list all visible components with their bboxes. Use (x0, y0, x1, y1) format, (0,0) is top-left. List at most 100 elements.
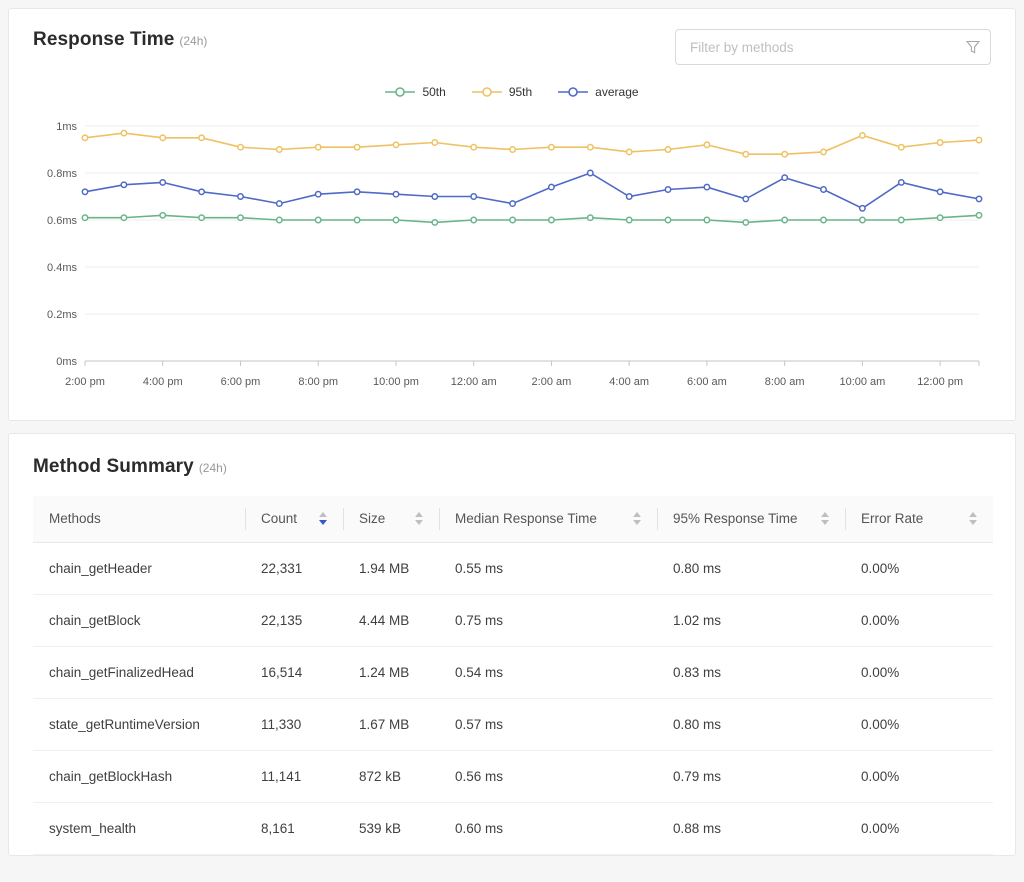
p95-cell: 1.02 ms (657, 594, 845, 647)
data-point-50th (81, 214, 89, 222)
error-rate-cell: 0.00% (845, 542, 993, 595)
column-label: 95% Response Time (673, 511, 798, 527)
data-point-95th (742, 150, 750, 158)
column-header-median-response-time[interactable]: Median Response Time (439, 496, 657, 543)
data-point-average (198, 188, 206, 196)
size-cell: 1.67 MB (343, 698, 439, 751)
method-summary-card: Method Summary (24h) Methods Count Size Medi… (8, 433, 1016, 856)
data-point-95th (625, 148, 633, 156)
error-rate-cell: 0.00% (845, 646, 993, 699)
median-cell: 0.55 ms (439, 542, 657, 595)
data-point-average (314, 190, 322, 198)
data-point-average (586, 169, 594, 177)
data-point-50th (858, 216, 866, 224)
method-filter-input[interactable] (688, 38, 966, 56)
size-cell: 1.94 MB (343, 542, 439, 595)
size-cell: 1.24 MB (343, 646, 439, 699)
error-rate-cell: 0.00% (845, 802, 993, 855)
data-point-50th (703, 216, 711, 224)
p95-cell: 0.83 ms (657, 646, 845, 699)
response-time-card: Response Time (24h) 50th 95th average 0ms 0.… (8, 8, 1016, 421)
legend-label: average (595, 85, 639, 99)
data-point-average (81, 188, 89, 196)
legend-label: 50th (422, 85, 446, 99)
sort-caret-up-icon (633, 512, 641, 518)
data-point-average (625, 193, 633, 200)
series-line-50th (85, 214, 980, 224)
y-axis-label: 1ms (56, 121, 77, 133)
data-point-95th (81, 134, 89, 142)
x-axis-label: 6:00 am (687, 376, 727, 388)
count-cell: 8,161 (245, 802, 343, 855)
response-time-chart[interactable]: 0ms 0.2ms 0.4ms 0.6ms 0.8ms 1ms 2:00 pm 4:00 pm… (33, 111, 993, 401)
legend-item-95th[interactable]: 95th (471, 85, 532, 99)
sort-caret-down-icon (319, 520, 327, 526)
sort-caret-down-icon (969, 520, 977, 526)
median-cell: 0.57 ms (439, 698, 657, 751)
count-cell: 16,514 (245, 646, 343, 699)
x-axis-label: 12:00 am (451, 376, 497, 388)
x-axis-label: 8:00 am (765, 376, 805, 388)
data-point-95th (547, 143, 555, 151)
data-point-average (936, 188, 944, 196)
column-header-size[interactable]: Size (343, 496, 439, 543)
table-row-chain_getBlock: chain_getBlock 22,135 4.44 MB 0.75 ms 1.02 m… (33, 594, 993, 647)
data-point-95th (392, 141, 400, 149)
x-axis-label: 12:00 pm (917, 376, 963, 388)
sort-caret-down-icon (415, 520, 423, 526)
data-point-50th (314, 216, 322, 224)
data-point-95th (781, 150, 789, 158)
data-point-average (897, 178, 905, 186)
data-point-50th (353, 216, 361, 224)
data-point-50th (198, 214, 206, 222)
data-point-average (781, 174, 789, 182)
x-axis-label: 4:00 am (609, 376, 649, 388)
sort-caret-up-icon (415, 512, 423, 518)
data-point-50th (159, 211, 167, 219)
x-axis-label: 2:00 pm (65, 376, 105, 388)
legend-item-50th[interactable]: 50th (385, 85, 446, 99)
response-time-chart-wrap: 0ms 0.2ms 0.4ms 0.6ms 0.8ms 1ms 2:00 pm 4:00 pm… (33, 111, 993, 406)
data-point-50th (625, 216, 633, 224)
data-point-95th (353, 143, 361, 151)
column-header-count[interactable]: Count (245, 496, 343, 543)
column-header-methods: Methods (33, 496, 245, 543)
column-header-error-rate[interactable]: Error Rate (845, 496, 993, 543)
size-cell: 539 kB (343, 802, 439, 855)
column-label: Count (261, 511, 298, 527)
column-label: Size (359, 511, 386, 527)
data-point-average (353, 188, 361, 196)
median-cell: 0.54 ms (439, 646, 657, 699)
error-rate-cell: 0.00% (845, 750, 993, 803)
series-line-95th (84, 132, 980, 156)
legend-marker-icon (385, 87, 416, 97)
method-filter[interactable] (675, 29, 991, 65)
response-time-header: Response Time (24h) (33, 29, 991, 65)
data-point-50th (975, 211, 983, 219)
data-point-95th (198, 134, 206, 142)
data-point-95th (586, 143, 594, 151)
legend-item-average[interactable]: average (558, 85, 639, 99)
method-cell: system_health (33, 802, 245, 855)
data-point-95th (975, 136, 983, 144)
data-point-average (975, 195, 983, 203)
y-axis-label: 0.4ms (47, 262, 77, 274)
data-point-average (431, 193, 439, 200)
series-line-average (84, 172, 980, 210)
data-point-average (858, 204, 866, 212)
p95-cell: 0.79 ms (657, 750, 845, 803)
period-label: (24h) (198, 461, 227, 475)
size-cell: 872 kB (343, 750, 439, 803)
data-point-average (509, 200, 517, 208)
count-cell: 11,330 (245, 698, 343, 751)
method-summary-title: Method Summary (24h) (33, 456, 991, 478)
data-point-50th (936, 214, 944, 222)
data-point-average (470, 193, 478, 200)
p95-cell: 0.80 ms (657, 698, 845, 751)
column-header-95-response-time[interactable]: 95% Response Time (657, 496, 845, 543)
data-point-95th (237, 143, 244, 151)
data-point-95th (509, 146, 517, 153)
response-time-title: Response Time (24h) (33, 29, 207, 51)
sort-caret-down-icon (821, 520, 829, 526)
table-header-row: Methods Count Size Median Response Time 95% … (33, 496, 993, 543)
